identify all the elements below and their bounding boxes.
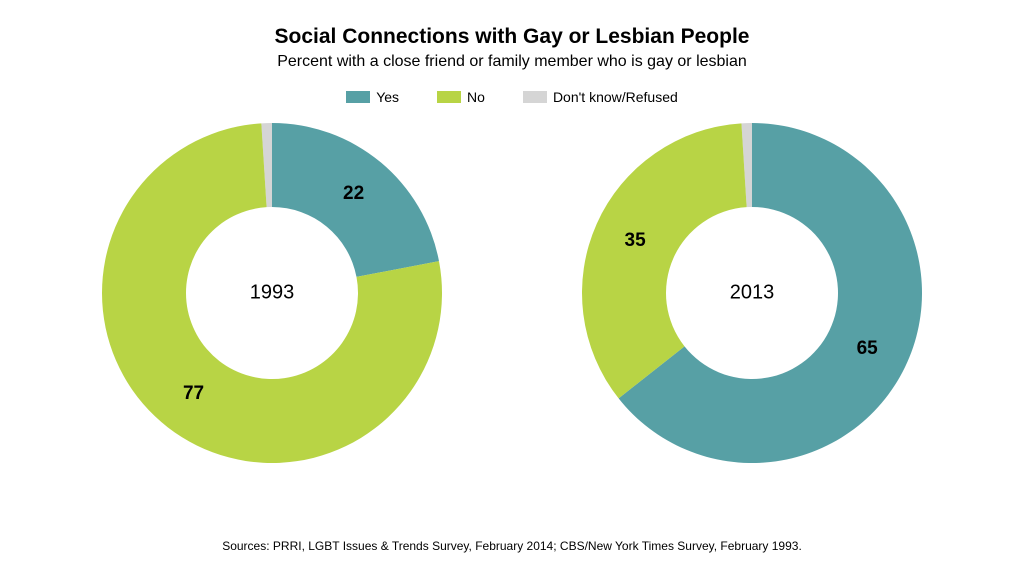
legend-item-no: No (437, 89, 485, 105)
chart-title: Social Connections with Gay or Lesbian P… (30, 25, 994, 49)
slice-label-yes: 22 (343, 183, 364, 205)
donut-chart-1993: 22 77 1993 (102, 123, 442, 463)
legend-swatch-no (437, 91, 461, 103)
slice-label-no: 77 (183, 383, 204, 405)
legend-item-dk: Don't know/Refused (523, 89, 678, 105)
donut-chart-2013: 65 35 2013 (582, 123, 922, 463)
charts-row: 22 77 1993 65 35 2013 (30, 123, 994, 463)
sources-caption: Sources: PRRI, LGBT Issues & Trends Surv… (0, 539, 1024, 553)
slice-label-yes: 65 (857, 338, 878, 360)
legend-label-no: No (467, 89, 485, 105)
slice-no (582, 123, 747, 398)
legend-swatch-dk (523, 91, 547, 103)
legend-item-yes: Yes (346, 89, 399, 105)
donut-center-label: 1993 (250, 282, 295, 305)
legend-swatch-yes (346, 91, 370, 103)
legend-label-dk: Don't know/Refused (553, 89, 678, 105)
slice-label-no: 35 (625, 230, 646, 252)
legend-label-yes: Yes (376, 89, 399, 105)
donut-center-label: 2013 (730, 282, 775, 305)
chart-container: Social Connections with Gay or Lesbian P… (0, 0, 1024, 569)
chart-subtitle: Percent with a close friend or family me… (30, 53, 994, 71)
legend: Yes No Don't know/Refused (30, 89, 994, 105)
